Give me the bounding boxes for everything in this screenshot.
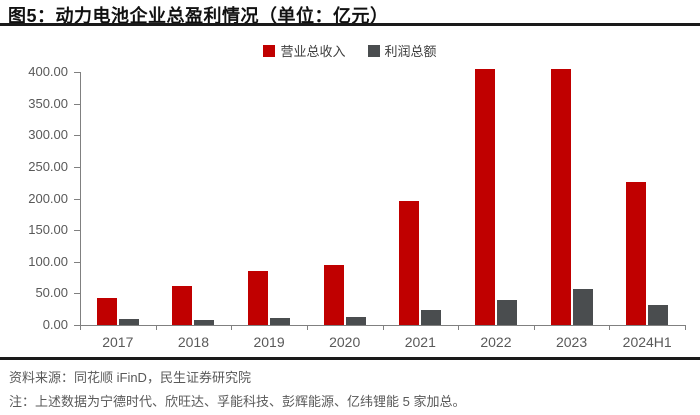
bar-profit-2024H1	[648, 304, 669, 325]
bar-revenue-2019	[248, 271, 269, 325]
y-axis-tick	[74, 135, 80, 137]
y-axis-label: 250.00	[28, 158, 68, 174]
x-axis-label: 2018	[177, 334, 210, 350]
bar-profit-2019	[270, 318, 291, 325]
bar-profit-2020	[345, 316, 366, 325]
x-axis-tick	[685, 325, 686, 330]
revenue-swatch-icon	[263, 44, 276, 57]
x-axis-label: 2022	[480, 334, 512, 350]
y-axis-label: 0.00	[42, 317, 68, 332]
bar-profit-2022	[496, 299, 517, 325]
y-axis-line	[80, 72, 81, 325]
y-axis-tick	[74, 293, 80, 295]
chart-legend: 营业总收入 利润总额	[0, 41, 700, 60]
bar-revenue-2018	[172, 286, 193, 325]
data-note: 注：上述数据为宁德时代、欣旺达、孚能科技、彭辉能源、亿纬锂能 5 家加总。	[9, 394, 466, 409]
legend-label-revenue: 营业总收入	[280, 44, 346, 59]
bar-revenue-2017	[96, 298, 117, 325]
bar-revenue-2022	[474, 69, 495, 325]
x-axis-label: 2019	[253, 334, 285, 350]
profit-swatch-icon	[367, 44, 380, 57]
bar-revenue-2021	[399, 201, 420, 325]
y-axis-label: 200.00	[28, 190, 68, 206]
x-axis-label: 2023	[555, 334, 588, 350]
legend-item-profit: 利润总额	[367, 41, 437, 60]
bar-profit-2017	[118, 319, 139, 325]
y-axis-tick	[74, 72, 80, 73]
bar-chart: 0.00 50.00 100.00 150.00 200.00 250.00 300.00 3…	[0, 60, 700, 358]
x-axis-tick	[609, 325, 611, 330]
y-axis-label: 400.00	[28, 64, 68, 79]
bar-revenue-2020	[323, 264, 344, 325]
x-axis-tick	[155, 325, 157, 330]
y-axis-tick	[74, 198, 80, 200]
x-axis-tick	[533, 325, 535, 330]
source-note: 资料来源：同花顺 iFinD，民生证券研究院	[9, 370, 251, 385]
y-axis-tick	[74, 230, 80, 232]
y-axis-tick	[74, 166, 80, 168]
x-axis-label: 2024H1	[622, 334, 672, 350]
legend-label-profit: 利润总额	[384, 44, 437, 59]
x-axis-tick	[231, 325, 233, 330]
title-underline	[0, 23, 700, 26]
y-axis-label: 50.00	[35, 285, 68, 301]
x-axis-tick	[306, 325, 308, 330]
y-axis-label: 100.00	[28, 253, 68, 269]
y-axis-label: 350.00	[28, 95, 68, 111]
bar-profit-2021	[421, 309, 442, 325]
y-axis-tick	[74, 325, 80, 326]
y-axis-tick	[74, 103, 80, 105]
figure-title: 图5：动力电池企业总盈利情况（单位：亿元）	[8, 6, 389, 26]
x-axis-label: 2021	[404, 334, 436, 350]
bar-profit-2023	[572, 288, 593, 325]
footer-divider	[0, 357, 700, 360]
x-axis-label: 2017	[102, 334, 134, 350]
y-axis-tick	[74, 261, 80, 263]
bar-profit-2018	[194, 319, 215, 325]
y-axis-label: 300.00	[28, 127, 68, 143]
bar-revenue-2024H1	[626, 182, 647, 325]
x-axis-tick	[382, 325, 384, 330]
x-axis-label: 2020	[329, 334, 361, 350]
legend-item-revenue: 营业总收入	[263, 41, 346, 60]
x-axis-tick	[80, 325, 81, 330]
x-axis-tick	[458, 325, 460, 330]
y-axis-label: 150.00	[28, 222, 68, 238]
bar-revenue-2023	[550, 69, 571, 325]
